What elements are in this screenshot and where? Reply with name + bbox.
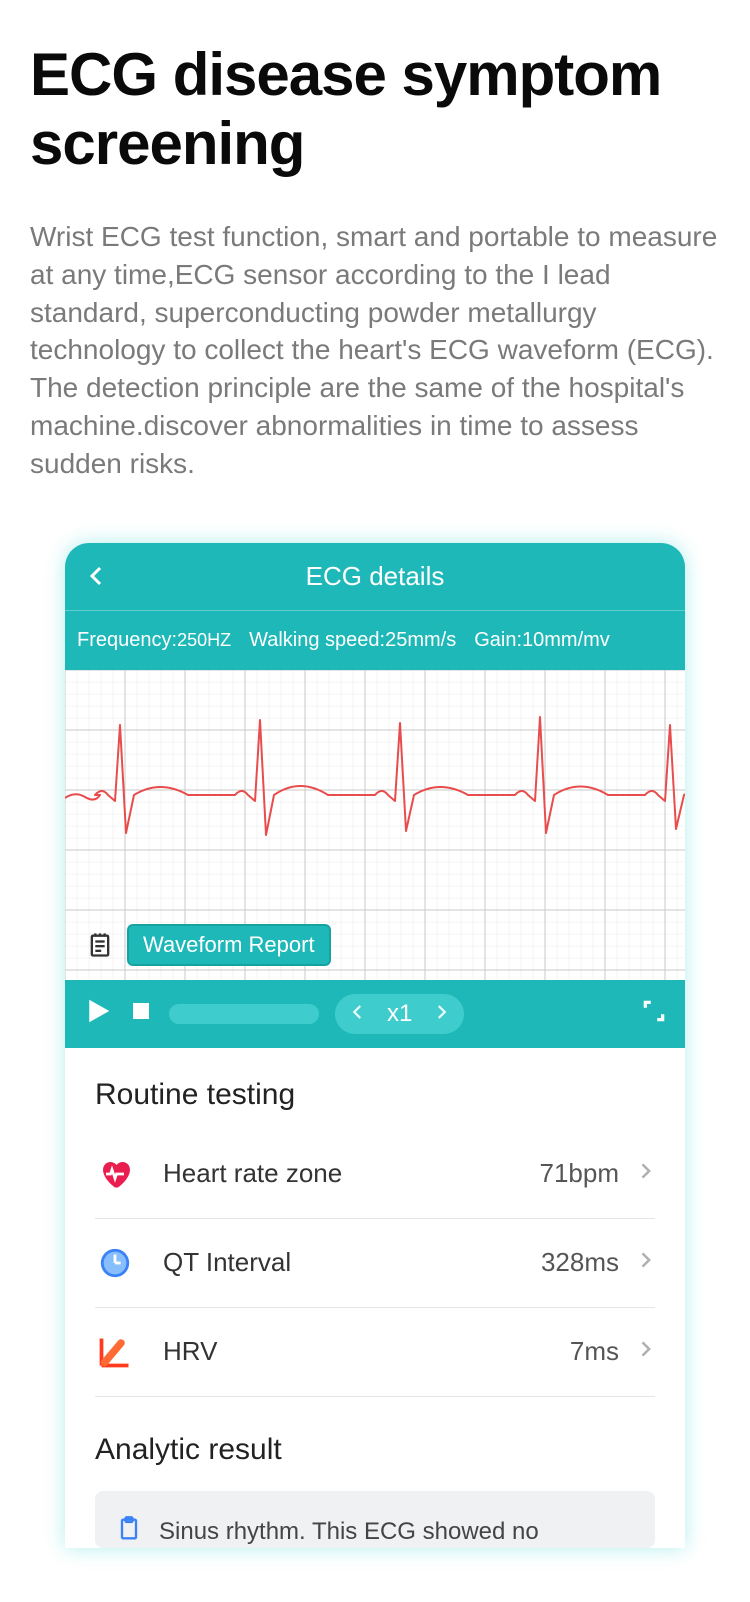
speed-increase-button[interactable]	[432, 1000, 450, 1028]
frequency-value: 250HZ	[177, 631, 231, 649]
hrv-chart-icon	[95, 1332, 135, 1372]
ecg-parameters: Frequency: 250HZ Walking speed:25mm/s Ga…	[65, 611, 685, 670]
play-button[interactable]	[83, 996, 113, 1031]
heart-rate-row[interactable]: Heart rate zone 71bpm	[95, 1130, 655, 1219]
screen-title: ECG details	[85, 561, 665, 592]
ecg-chart: Waveform Report	[65, 670, 685, 980]
routine-title: Routine testing	[95, 1078, 655, 1112]
walking-speed-label: Walking speed:25mm/s	[249, 629, 456, 652]
heart-rate-value: 71bpm	[540, 1158, 620, 1189]
chevron-right-icon	[635, 1250, 655, 1275]
clock-icon	[95, 1243, 135, 1283]
chevron-right-icon	[635, 1339, 655, 1364]
analytic-result-text: Sinus rhythm. This ECG showed no	[159, 1515, 539, 1549]
fullscreen-button[interactable]	[641, 998, 667, 1029]
page-title: ECG disease symptom screening	[30, 40, 720, 178]
hrv-value: 7ms	[570, 1336, 619, 1367]
stop-button[interactable]	[129, 999, 153, 1028]
speed-control: x1	[335, 994, 464, 1034]
speed-decrease-button[interactable]	[349, 1000, 367, 1028]
speed-value: x1	[387, 1000, 412, 1028]
progress-bar[interactable]	[169, 1004, 319, 1024]
chevron-right-icon	[635, 1161, 655, 1186]
heart-icon	[95, 1154, 135, 1194]
analytic-result-box: Sinus rhythm. This ECG showed no	[95, 1491, 655, 1549]
notes-icon[interactable]	[85, 930, 115, 960]
qt-interval-value: 328ms	[541, 1247, 619, 1278]
app-header: ECG details Frequency: 250HZ Walking spe…	[65, 543, 685, 670]
gain-label: Gain:10mm/mv	[474, 629, 610, 652]
routine-testing-section: Routine testing Heart rate zone 71bpm	[65, 1048, 685, 1549]
clipboard-icon	[115, 1515, 143, 1548]
hrv-row[interactable]: HRV 7ms	[95, 1308, 655, 1397]
hrv-label: HRV	[163, 1336, 570, 1367]
player-controls: x1	[65, 980, 685, 1048]
analytic-title: Analytic result	[95, 1433, 655, 1467]
qt-interval-row[interactable]: QT Interval 328ms	[95, 1219, 655, 1308]
heart-rate-label: Heart rate zone	[163, 1158, 540, 1189]
qt-interval-label: QT Interval	[163, 1247, 541, 1278]
phone-mockup: ECG details Frequency: 250HZ Walking spe…	[65, 543, 685, 1549]
waveform-report-button[interactable]: Waveform Report	[127, 924, 331, 966]
frequency-label: Frequency:	[77, 629, 177, 652]
page-description: Wrist ECG test function, smart and porta…	[30, 218, 720, 483]
